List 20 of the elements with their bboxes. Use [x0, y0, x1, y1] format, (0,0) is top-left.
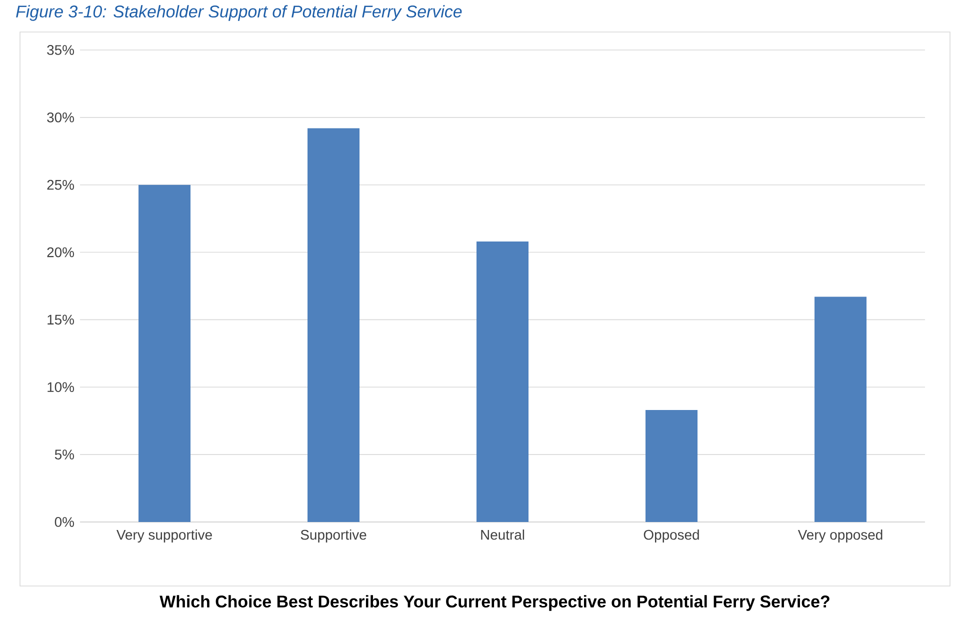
x-tick-label: Neutral: [481, 530, 524, 540]
bar: [308, 128, 360, 522]
y-tick-label: 10%: [48, 382, 74, 392]
y-tick-label: 20%: [47, 247, 74, 258]
y-tick-label: 15%: [48, 314, 74, 325]
y-tick-label: 35%: [47, 45, 74, 55]
x-tick-label: Very supportive: [116, 530, 212, 542]
y-tick-label: 5%: [54, 450, 74, 460]
y-tick-label: 25%: [47, 180, 74, 190]
chart-title: Figure 3-10: Stakeholder Support of Potential Ferry Service: [16, 5, 462, 21]
x-tick-label: Opposed: [644, 530, 699, 542]
bar: [138, 184, 191, 522]
y-tick-label: 0%: [54, 517, 74, 527]
bar: [814, 296, 867, 522]
x-axis-title: Which Choice Best Describes Your Current Perspective on Potential Ferry Service?: [160, 595, 830, 611]
x-tick-label: Supportive: [300, 530, 366, 542]
bar: [646, 410, 698, 522]
bar: [476, 241, 529, 522]
y-tick-label: 30%: [47, 112, 74, 122]
x-tick-label: Very opposed: [798, 530, 882, 542]
